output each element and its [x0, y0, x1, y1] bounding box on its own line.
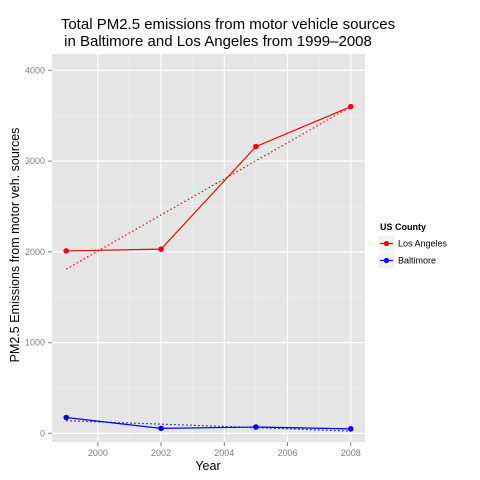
data-point-los-angeles [63, 248, 70, 254]
y-axis-title: PM2.5 Emissions from motor veh. sources [8, 128, 22, 363]
chart-title-line-2: in Baltimore and Los Angeles from 1999–2… [64, 33, 372, 50]
legend-label-baltimore: Baltimore [398, 256, 436, 266]
data-point-baltimore [253, 424, 259, 430]
x-tick-label: 2008 [341, 448, 361, 458]
data-point-baltimore [63, 414, 70, 421]
data-point-los-angeles [158, 246, 164, 252]
minor-gridlines [52, 54, 365, 442]
x-tick-label: 2004 [214, 448, 234, 458]
y-tick-label: 3000 [25, 156, 45, 166]
series-line-baltimore [66, 416, 351, 430]
x-axis: 2000 2002 2004 2006 2008 [88, 442, 361, 458]
x-tick-label: 2002 [151, 448, 171, 458]
y-tick-label: 0 [40, 428, 45, 438]
plot-panel [52, 54, 365, 442]
legend-key-point-los-angeles [383, 240, 390, 247]
legend-title: US County [380, 222, 426, 232]
data-point-los-angeles [253, 143, 259, 150]
legend-label-los-angeles: Los Angeles [398, 239, 448, 249]
legend: US County Los Angeles Baltimore [377, 222, 448, 270]
major-gridlines [52, 54, 365, 442]
series-line-los-angeles [66, 106, 352, 252]
data-point-los-angeles [347, 103, 354, 110]
y-axis: 0 1000 2000 3000 4000 [25, 65, 52, 438]
y-tick-label: 1000 [25, 338, 45, 348]
trend-line-baltimore [66, 420, 351, 432]
chart-title-line-1: Total PM2.5 emissions from motor vehicle… [61, 16, 395, 33]
x-axis-title: Year [195, 459, 220, 473]
data-point-baltimore [158, 425, 164, 432]
y-tick-label: 2000 [25, 247, 45, 257]
series-layer [63, 103, 354, 432]
y-tick-label: 4000 [25, 65, 45, 75]
trend-line-los-angeles [65, 106, 352, 270]
x-tick-label: 2000 [88, 448, 108, 458]
x-tick-label: 2006 [278, 448, 298, 458]
data-point-baltimore [347, 426, 354, 432]
legend-key-point-baltimore [383, 257, 390, 264]
